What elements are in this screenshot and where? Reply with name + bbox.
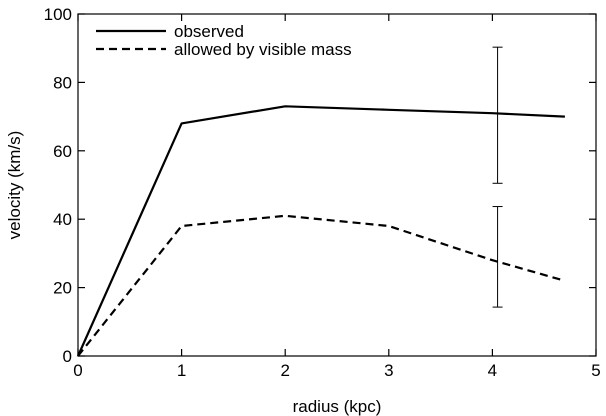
plot-frame [77, 13, 597, 357]
y-tick-label-0: 0 [63, 347, 72, 366]
y-tick-label-100: 100 [44, 5, 72, 24]
legend-label-0: observed [174, 22, 244, 41]
x-tick-label-2: 2 [280, 361, 289, 380]
x-tick-label-5: 5 [591, 361, 600, 380]
y-tick-label-40: 40 [53, 210, 72, 229]
x-tick-label-0: 0 [73, 361, 82, 380]
legend-label-1: allowed by visible mass [174, 40, 352, 59]
axis-ticks: 0 1 2 3 4 5 0 20 40 60 80 100 [44, 5, 601, 380]
x-tick-label-1: 1 [177, 361, 186, 380]
y-axis-label: velocity (km/s) [5, 131, 24, 240]
x-tick-label-3: 3 [384, 361, 393, 380]
x-axis-label: radius (kpc) [293, 397, 382, 416]
series-line-0 [76, 105, 565, 357]
series-layer [76, 46, 566, 357]
x-tick-label-4: 4 [488, 361, 497, 380]
series-line-1 [77, 214, 566, 357]
y-tick-label-60: 60 [53, 142, 72, 161]
y-tick-label-80: 80 [53, 73, 72, 92]
y-tick-label-20: 20 [53, 279, 72, 298]
